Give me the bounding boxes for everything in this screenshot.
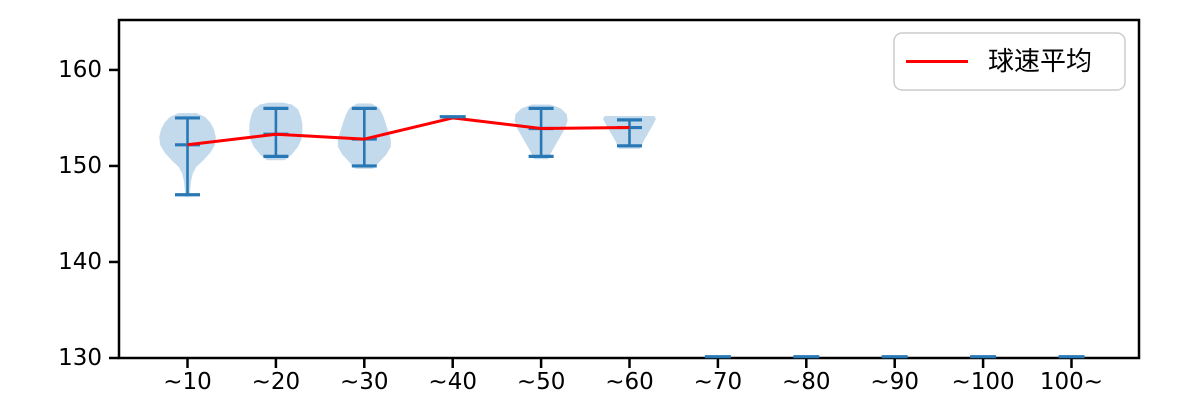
y-tick-label: 130 — [58, 345, 102, 371]
legend-box — [893, 32, 1126, 91]
x-tick-label: ~100 — [952, 369, 1015, 395]
x-tick-label: ~80 — [782, 369, 831, 395]
x-tick-label: ~70 — [694, 369, 743, 395]
violin-layer — [159, 102, 656, 197]
y-tick-label: 140 — [58, 249, 102, 275]
x-tick-label: ~20 — [252, 369, 301, 395]
legend-label: 球速平均 — [988, 47, 1092, 77]
mean-line-layer — [187, 116, 630, 147]
y-tick-label: 150 — [58, 153, 102, 179]
mean-line — [187, 116, 630, 147]
x-tick-label: ~40 — [428, 369, 477, 395]
x-tick-label: 100~ — [1040, 369, 1103, 395]
x-tick-label: ~50 — [517, 369, 566, 395]
x-tick-label: ~90 — [870, 369, 919, 395]
baseline-bar-layer — [439, 115, 1085, 359]
tick-layer: 130 140 150 160 ~10 ~20 ~30 ~40 ~50 ~60 ~70 ~80 ~90 ~… — [58, 57, 1103, 395]
legend: 球速平均 — [893, 32, 1126, 91]
x-tick-label: ~60 — [605, 369, 654, 395]
x-tick-label: ~30 — [340, 369, 389, 395]
x-tick-label: ~10 — [163, 369, 212, 395]
y-tick-label: 160 — [58, 57, 102, 83]
